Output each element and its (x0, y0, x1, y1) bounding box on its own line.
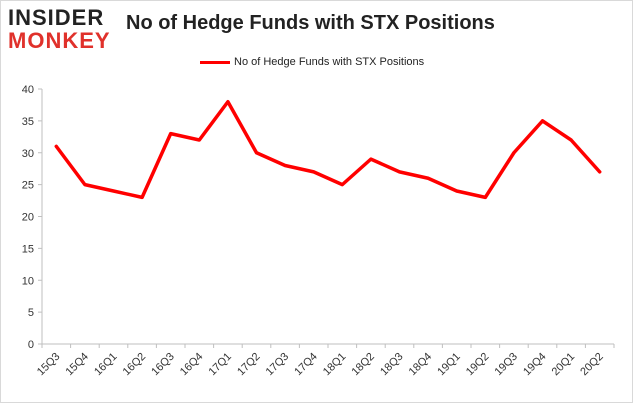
chart-title: No of Hedge Funds with STX Positions (126, 12, 495, 34)
data-point (541, 119, 544, 123)
data-point (369, 157, 373, 161)
y-axis-ticks: 0 5 10 15 20 25 30 35 40 (22, 84, 42, 351)
x-tick-label: 16Q2 (121, 351, 149, 379)
chart-legend: No of Hedge Funds with STX Positions (200, 54, 424, 70)
data-point (455, 189, 459, 193)
x-tick-label: 19Q4 (521, 351, 549, 379)
data-point (340, 183, 344, 187)
legend-label: No of Hedge Funds with STX Positions (234, 56, 425, 68)
legend-swatch (200, 60, 230, 64)
data-point (255, 151, 258, 155)
y-tick-label: 15 (22, 243, 34, 255)
x-tick-label: 16Q4 (178, 351, 206, 379)
y-tick-label: 20 (22, 212, 34, 224)
x-tick-label: 18Q3 (378, 351, 406, 379)
x-tick-label: 19Q1 (435, 351, 463, 379)
data-point (512, 151, 516, 155)
data-point (226, 100, 230, 104)
data-point (283, 164, 287, 167)
data-point (54, 144, 58, 148)
x-tick-label: 20Q1 (550, 351, 578, 379)
y-tick-label: 0 (28, 339, 34, 351)
series-line (54, 100, 602, 200)
x-axis-ticks: 15Q3 15Q4 16Q1 16Q2 16Q3 16Q4 17Q1 17Q2 17Q3 17Q4… (35, 344, 615, 379)
y-tick-label: 40 (22, 84, 34, 96)
data-point (112, 189, 115, 193)
x-tick-label: 16Q3 (149, 351, 177, 379)
x-tick-label: 19Q3 (492, 351, 520, 379)
data-point (398, 170, 401, 174)
series-group (54, 100, 602, 200)
x-tick-label: 16Q1 (92, 351, 120, 379)
y-tick-label: 25 (22, 180, 34, 192)
data-point (569, 138, 573, 142)
x-tick-label: 18Q1 (321, 351, 349, 379)
insider-monkey-logo: INSIDER MONKEY (8, 4, 116, 54)
data-point (312, 170, 316, 174)
y-tick-label: 30 (22, 148, 34, 160)
data-point (598, 170, 602, 174)
x-tick-label: 19Q2 (464, 351, 492, 379)
logo-text-bottom: MONKEY (8, 28, 111, 53)
data-point (426, 176, 430, 180)
data-point (197, 138, 201, 142)
data-point (169, 132, 173, 136)
logo-text-top: INSIDER (8, 5, 105, 30)
x-tick-label: 15Q3 (35, 351, 63, 379)
x-tick-label: 18Q2 (349, 351, 377, 379)
x-tick-label: 17Q3 (264, 351, 292, 379)
x-tick-label: 20Q2 (578, 351, 606, 379)
x-tick-label: 17Q2 (235, 351, 263, 379)
data-point (83, 183, 87, 187)
x-tick-label: 17Q1 (206, 351, 234, 379)
x-tick-label: 18Q4 (407, 351, 435, 379)
x-tick-label: 15Q4 (63, 351, 91, 379)
y-tick-label: 5 (28, 307, 34, 319)
x-tick-label: 17Q4 (292, 351, 320, 379)
axes (41, 89, 614, 345)
y-tick-label: 10 (22, 275, 34, 287)
y-tick-label: 35 (22, 116, 34, 128)
data-point (483, 195, 487, 199)
data-point (140, 195, 144, 199)
